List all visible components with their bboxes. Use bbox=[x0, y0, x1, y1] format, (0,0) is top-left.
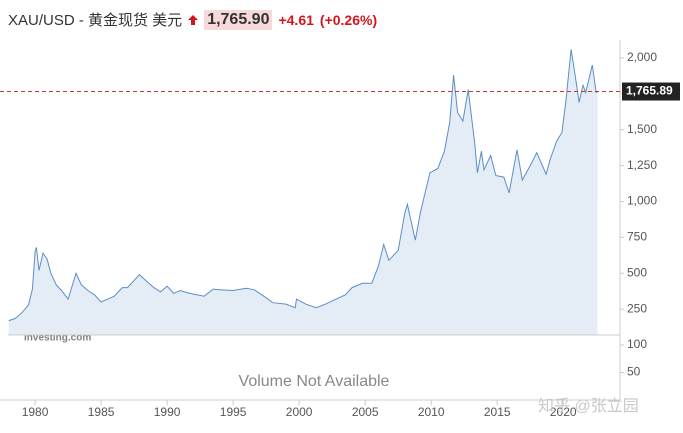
y-tick-label: 250 bbox=[627, 301, 647, 315]
header: XAU/USD - 黄金现货 美元 1,765.90 +4.61 (+0.26%… bbox=[8, 9, 377, 30]
watermark: Investing.com bbox=[24, 333, 91, 344]
x-tick-label: 1995 bbox=[220, 405, 247, 419]
x-tick-label: 2010 bbox=[418, 405, 445, 419]
change: +4.61 bbox=[278, 11, 314, 28]
price-line bbox=[8, 49, 598, 322]
x-tick-label: 1980 bbox=[22, 405, 49, 419]
y-tick-label: 1,500 bbox=[627, 122, 657, 136]
x-tick-label: 1985 bbox=[88, 405, 115, 419]
price: 1,765.90 bbox=[204, 9, 273, 30]
last-price-label: 1,765.89 bbox=[626, 84, 673, 98]
symbol: XAU/USD - 黄金现货 美元 bbox=[8, 12, 183, 29]
volume-note: Volume Not Available bbox=[239, 373, 390, 390]
y-tick-label: 500 bbox=[627, 265, 647, 279]
up-arrow bbox=[188, 14, 199, 25]
x-tick-label: 2020 bbox=[550, 405, 577, 419]
change-pct: (+0.26%) bbox=[319, 11, 378, 28]
x-tick-label: 2015 bbox=[484, 405, 511, 419]
x-tick-label: 2005 bbox=[352, 405, 379, 419]
y-tick-label: 2,000 bbox=[627, 50, 657, 64]
watermark: 知乎 @张立园 bbox=[538, 397, 639, 415]
last-price-box bbox=[622, 82, 680, 101]
y-tick-label: 1,000 bbox=[627, 194, 657, 208]
y-tick-label: 1,250 bbox=[627, 158, 657, 172]
volume-y-tick-label: 50 bbox=[627, 365, 641, 379]
x-tick-label: 2000 bbox=[286, 405, 313, 419]
volume-y-tick-label: 100 bbox=[627, 337, 647, 351]
area-fill bbox=[8, 49, 598, 336]
y-tick-label: 750 bbox=[627, 230, 647, 244]
x-tick-label: 1990 bbox=[154, 405, 181, 419]
